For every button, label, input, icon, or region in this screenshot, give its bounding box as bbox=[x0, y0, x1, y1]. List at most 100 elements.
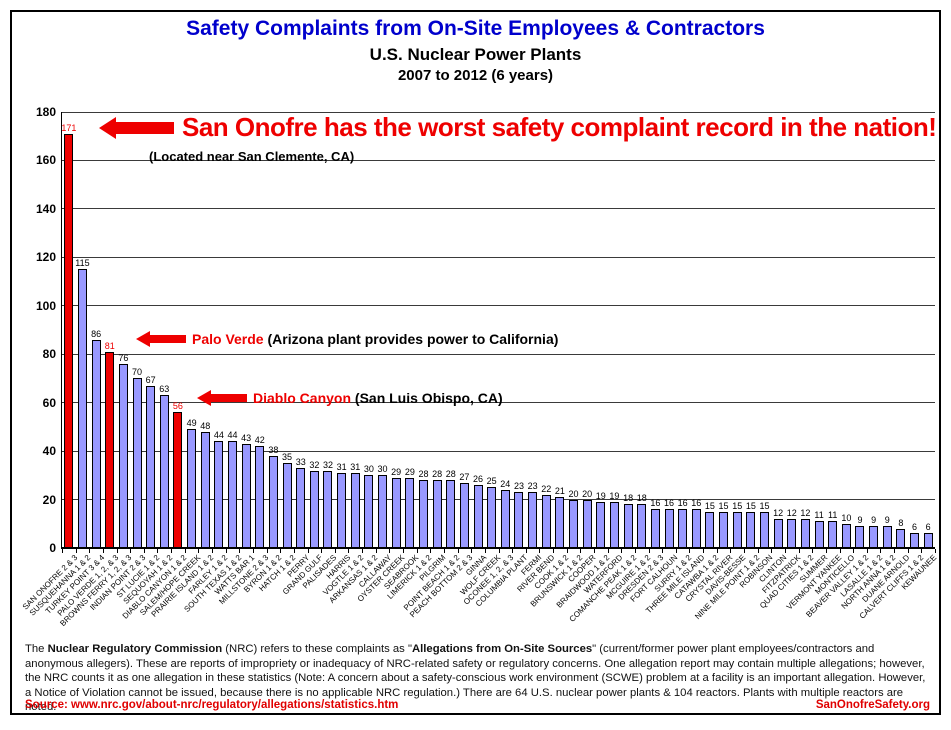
bar-value-label: 32 bbox=[322, 459, 333, 470]
x-axis-tick bbox=[89, 549, 91, 553]
bar-chart-plot-area: 0 20 40 60 80 100 120 140 160 180 171 SAN ONOFRE 2 … bbox=[21, 105, 939, 628]
x-axis-tick bbox=[389, 549, 391, 553]
bar-value-label: 63 bbox=[159, 384, 170, 395]
bar-value-label: 171 bbox=[61, 122, 77, 133]
x-axis-tick bbox=[580, 549, 582, 553]
bar bbox=[896, 528, 906, 548]
x-axis-tick bbox=[621, 549, 623, 553]
bar bbox=[841, 523, 851, 548]
x-axis-tick bbox=[744, 549, 746, 553]
bar bbox=[64, 133, 74, 548]
y-axis-tick-label: 140 bbox=[35, 201, 56, 216]
palo-verde-annotation: Palo Verde (Arizona plant provides power… bbox=[136, 331, 558, 347]
x-axis-tick bbox=[771, 549, 773, 553]
bar-value-label: 15 bbox=[745, 500, 756, 511]
x-axis-tick bbox=[143, 549, 145, 553]
bar bbox=[882, 526, 892, 548]
x-axis-tick bbox=[443, 549, 445, 553]
bar bbox=[132, 378, 142, 548]
arrow-head bbox=[197, 390, 211, 406]
x-axis-tick bbox=[866, 549, 868, 553]
x-axis-tick bbox=[648, 549, 650, 553]
x-axis-tick bbox=[416, 549, 418, 553]
bar-value-label: 31 bbox=[350, 461, 361, 472]
y-axis-tick-label: 60 bbox=[42, 395, 56, 410]
gridline bbox=[62, 208, 935, 210]
chart-subtitle: U.S. Nuclear Power Plants bbox=[369, 45, 582, 64]
footnote-paragraph: The Nuclear Regulatory Commission (NRC) … bbox=[25, 642, 930, 715]
bar bbox=[746, 511, 756, 548]
bar-value-label: 12 bbox=[773, 507, 784, 518]
x-axis-tick bbox=[198, 549, 200, 553]
x-axis-tick bbox=[239, 549, 241, 553]
bar bbox=[910, 533, 920, 548]
source-link-text: Source: www.nrc.gov/about-nrc/regulatory… bbox=[25, 699, 399, 711]
chart-period: 2007 to 2012 (6 years) bbox=[397, 67, 554, 84]
x-axis-tick bbox=[171, 549, 173, 553]
bar bbox=[732, 511, 742, 548]
bar-value-label: 11 bbox=[828, 510, 838, 521]
bar bbox=[255, 446, 265, 548]
bar-value-label: 9 bbox=[857, 515, 863, 526]
gridline bbox=[62, 499, 935, 501]
arrow-shaft bbox=[116, 121, 174, 134]
bar bbox=[691, 509, 701, 548]
bar-value-label: 16 bbox=[677, 498, 688, 509]
x-axis-tick bbox=[921, 549, 923, 553]
bar bbox=[364, 475, 374, 548]
footnote-segment: (NRC) refers to these complaints as " bbox=[222, 643, 412, 655]
bar-value-label: 12 bbox=[800, 507, 811, 518]
x-axis-tick bbox=[566, 549, 568, 553]
x-axis-tick bbox=[703, 549, 705, 553]
bar bbox=[173, 412, 183, 548]
diablo-canyon-callout: Diablo Canyon (San Luis Obispo, CA) bbox=[253, 390, 503, 406]
bar bbox=[187, 429, 197, 548]
bar bbox=[309, 470, 319, 548]
bar-value-label: 56 bbox=[172, 401, 183, 412]
bar-value-label: 20 bbox=[582, 488, 593, 499]
arrow-shaft bbox=[150, 335, 186, 343]
x-axis-tick bbox=[130, 549, 132, 553]
gridline bbox=[62, 450, 935, 452]
bar bbox=[528, 492, 538, 548]
bar bbox=[432, 480, 442, 548]
bar bbox=[146, 385, 156, 548]
bar-value-label: 67 bbox=[145, 374, 156, 385]
x-axis-tick bbox=[212, 549, 214, 553]
x-axis-tick bbox=[689, 549, 691, 553]
bar-value-label: 16 bbox=[650, 498, 661, 509]
bar bbox=[828, 521, 838, 548]
bar bbox=[228, 441, 237, 548]
bar-value-label: 30 bbox=[363, 464, 374, 475]
bar-value-label: 35 bbox=[282, 452, 293, 463]
bar bbox=[77, 269, 87, 548]
bar-value-label: 15 bbox=[759, 500, 770, 511]
bar-value-label: 9 bbox=[871, 515, 877, 526]
x-axis-tick bbox=[593, 549, 595, 553]
bar-value-label: 16 bbox=[691, 498, 702, 509]
x-axis-tick bbox=[102, 549, 104, 553]
x-axis-tick bbox=[716, 549, 718, 553]
x-axis-tick bbox=[662, 549, 664, 553]
san-onofre-annotation: San Onofre has the worst safety complain… bbox=[99, 112, 937, 143]
x-axis-tick bbox=[375, 549, 377, 553]
bar bbox=[91, 339, 101, 548]
bar bbox=[855, 526, 865, 548]
gridline bbox=[62, 111, 935, 113]
x-axis-tick bbox=[757, 549, 759, 553]
x-axis-tick bbox=[730, 549, 732, 553]
bar-value-label: 30 bbox=[377, 464, 388, 475]
bar bbox=[459, 482, 469, 548]
x-axis-tick bbox=[471, 549, 473, 553]
san-onofre-headline: San Onofre has the worst safety complain… bbox=[182, 112, 937, 142]
red-arrow-left-icon bbox=[197, 390, 247, 406]
x-axis-line bbox=[62, 547, 935, 549]
y-axis-tick-label: 20 bbox=[42, 492, 56, 507]
x-axis-tick bbox=[157, 549, 159, 553]
bar-value-label: 24 bbox=[500, 478, 511, 489]
bar bbox=[596, 501, 606, 548]
bar bbox=[787, 518, 797, 548]
bar-value-label: 9 bbox=[884, 515, 890, 526]
x-axis-tick bbox=[935, 549, 936, 553]
